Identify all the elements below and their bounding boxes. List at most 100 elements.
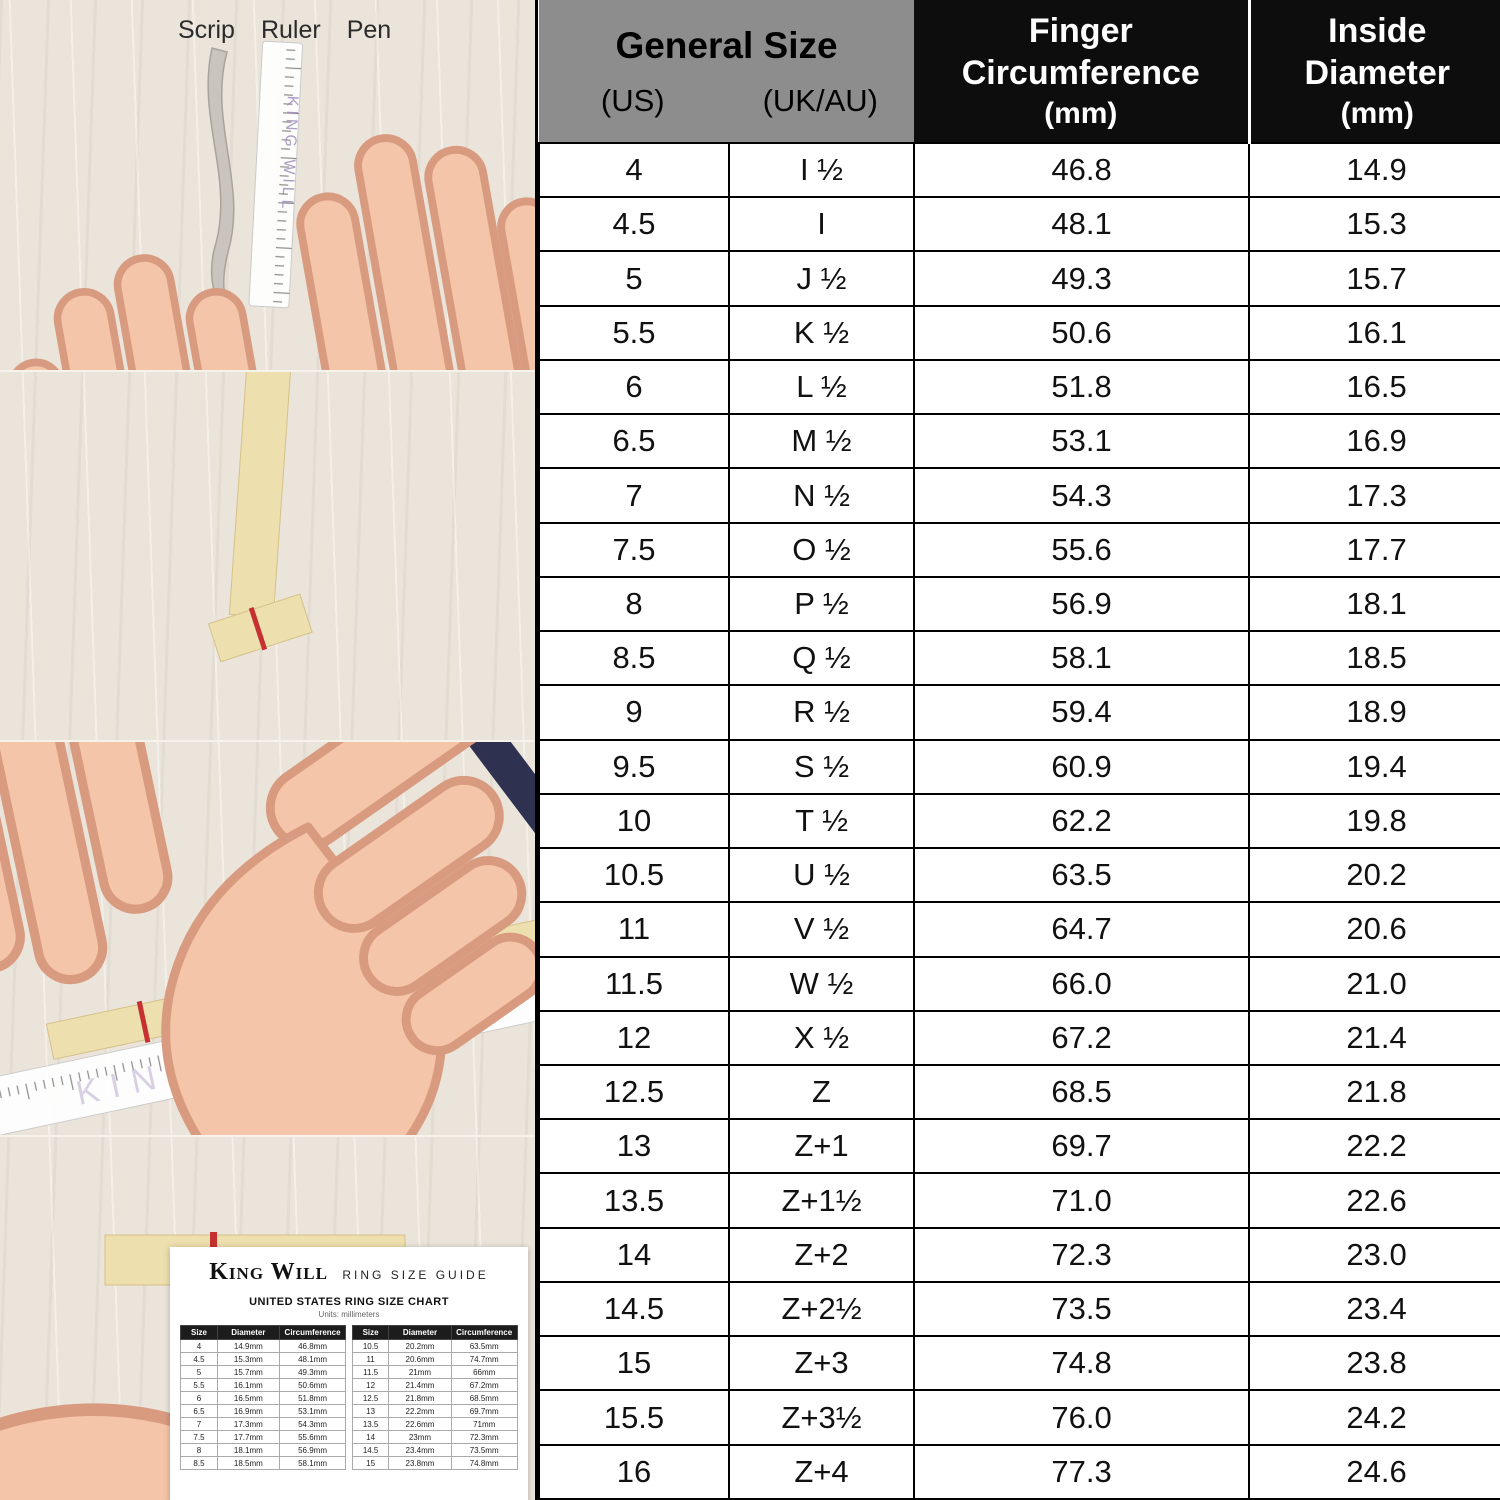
table-row: 13.5 22.6mm 71mm — [351, 1417, 518, 1431]
mini-diameter-cell: 23.4mm — [388, 1443, 452, 1457]
mini-circumference-cell: 74.7mm — [450, 1352, 518, 1366]
inside-diameter-cell: 18.9 — [1248, 684, 1500, 741]
mini-circumference-cell: 56.9mm — [279, 1443, 346, 1457]
mini-size-cell: 15 — [351, 1456, 390, 1470]
finger-circumference-cell: 56.9 — [913, 575, 1251, 633]
us-size-cell: 6.5 — [538, 413, 730, 470]
mini-size-cell: 6 — [180, 1391, 218, 1405]
finger-circumference-cell: 54.3 — [913, 467, 1251, 524]
us-size-cell: 6 — [538, 358, 730, 416]
inside-diameter-cell: 24.2 — [1248, 1389, 1500, 1446]
wrap-illustration — [0, 372, 535, 663]
mini-table-left: Size Diameter Circumference 4 14.9mm 46.8m… — [180, 1325, 346, 1470]
inside-diameter-cell: 19.4 — [1248, 738, 1500, 795]
mini-diameter-cell: 20.6mm — [388, 1352, 452, 1366]
ruler-icon: KING WILL — [248, 40, 304, 309]
mini-size-cell: 5 — [180, 1365, 218, 1379]
us-size-cell: 16 — [538, 1443, 730, 1500]
table-row: 14 23mm 72.3mm — [351, 1430, 518, 1444]
uk-au-size-cell: Z+1 — [727, 1118, 916, 1175]
pen-label: Pen — [346, 16, 392, 44]
circumference-unit: (mm) — [1044, 96, 1118, 130]
mini-size-cell: 4 — [180, 1339, 218, 1353]
mini-circumference-cell: 54.3mm — [279, 1417, 346, 1431]
us-size-cell: 11 — [538, 901, 730, 958]
table-row: 14.5 Z+2½ 73.5 23.4 — [538, 1280, 1500, 1338]
inside-diameter-cell: 18.1 — [1248, 575, 1500, 633]
mini-diameter-cell: 18.1mm — [216, 1443, 281, 1457]
uk-au-size-cell: O ½ — [727, 521, 916, 578]
inside-diameter-cell: 14.9 — [1248, 141, 1500, 199]
uk-au-size-cell: K ½ — [727, 304, 916, 361]
table-row: 12.5 Z 68.5 21.8 — [538, 1063, 1500, 1121]
size-chart: General Size (US) (UK/AU) Finger Circumf… — [535, 0, 1500, 1500]
mini-diameter-cell: 17.3mm — [216, 1417, 281, 1431]
table-row: 15.5 Z+3½ 76.0 24.2 — [538, 1389, 1500, 1446]
mini-circumference-cell: 58.1mm — [279, 1456, 346, 1470]
inside-diameter-cell: 23.0 — [1248, 1226, 1500, 1283]
uk-au-size-cell: J ½ — [727, 250, 916, 307]
us-size-cell: 9.5 — [538, 738, 730, 795]
finger-circumference-cell: 76.0 — [913, 1389, 1251, 1446]
tool-labels: Scrip Ruler Pen — [178, 16, 391, 45]
uk-au-size-header: (UK/AU) — [762, 83, 878, 118]
guide-title: RING SIZE GUIDE — [342, 1268, 489, 1282]
mini-diameter-header: Diameter — [388, 1325, 452, 1340]
mini-size-cell: 13.5 — [351, 1417, 390, 1431]
mini-circumference-cell: 51.8mm — [279, 1391, 346, 1405]
uk-au-size-cell: Z+3 — [727, 1335, 916, 1392]
us-size-cell: 12.5 — [538, 1063, 730, 1121]
uk-au-size-cell: I ½ — [727, 141, 916, 199]
mini-size-cell: 12.5 — [351, 1391, 390, 1405]
finger-circumference-cell: 49.3 — [913, 250, 1251, 307]
table-row: 5.5 16.1mm 50.6mm — [180, 1378, 346, 1392]
table-row: 8.5 18.5mm 58.1mm — [180, 1456, 346, 1470]
table-row: 11 20.6mm 74.7mm — [351, 1352, 518, 1366]
finger-circumference-cell: 68.5 — [913, 1063, 1251, 1121]
table-row: 11.5 W ½ 66.0 21.0 — [538, 955, 1500, 1012]
finger-circumference-cell: 77.3 — [913, 1443, 1251, 1500]
mini-diameter-cell: 22.6mm — [388, 1417, 452, 1431]
mini-size-cell: 11 — [351, 1352, 390, 1366]
mini-diameter-cell: 21.8mm — [388, 1391, 452, 1405]
finger-circumference-cell: 74.8 — [913, 1335, 1251, 1392]
mini-size-cell: 10.5 — [351, 1339, 390, 1353]
mini-diameter-cell: 21.4mm — [388, 1378, 452, 1392]
us-size-cell: 13 — [538, 1118, 730, 1175]
uk-au-size-cell: T ½ — [727, 792, 916, 850]
inside-diameter-cell: 22.6 — [1248, 1172, 1500, 1229]
inside-diameter-cell: 16.5 — [1248, 358, 1500, 416]
table-row: 12.5 21.8mm 68.5mm — [351, 1391, 518, 1405]
table-row: 12 X ½ 67.2 21.4 — [538, 1009, 1500, 1066]
uk-au-size-cell: Z+4 — [727, 1443, 916, 1500]
mini-diameter-cell: 16.9mm — [216, 1404, 281, 1418]
finger-circumference-cell: 53.1 — [913, 413, 1251, 470]
sub-header-row: (US) (UK/AU) — [539, 83, 914, 119]
us-size-cell: 13.5 — [538, 1172, 730, 1229]
uk-au-size-cell: R ½ — [727, 684, 916, 741]
mini-diameter-cell: 16.1mm — [216, 1378, 281, 1392]
finger-circumference-cell: 60.9 — [913, 738, 1251, 795]
finger-circumference-cell: 51.8 — [913, 358, 1251, 416]
mini-table-right: Size Diameter Circumference 10.5 20.2mm 63… — [351, 1325, 518, 1470]
mini-circumference-cell: 55.6mm — [279, 1430, 346, 1444]
finger-circumference-header: Finger Circumference (mm) — [914, 0, 1250, 144]
table-row: 6.5 16.9mm 53.1mm — [180, 1404, 346, 1418]
finger-circumference-cell: 50.6 — [913, 304, 1251, 361]
uk-au-size-cell: Q ½ — [727, 630, 916, 687]
inside-diameter-cell: 20.6 — [1248, 901, 1500, 958]
mini-circumference-cell: 74.8mm — [450, 1456, 518, 1470]
uk-au-size-cell: Z+1½ — [727, 1172, 916, 1229]
mark-illustration: KING WILL 69mm KING WILL — [0, 742, 535, 1135]
table-row: 12 21.4mm 67.2mm — [351, 1378, 518, 1392]
mini-circumference-cell: 46.8mm — [279, 1339, 346, 1353]
mini-size-cell: 7 — [180, 1417, 218, 1431]
mini-size-cell: 13 — [351, 1404, 390, 1418]
uk-au-size-cell: I — [727, 196, 916, 253]
finger-circumference-cell: 73.5 — [913, 1280, 1251, 1338]
mini-diameter-cell: 23mm — [388, 1430, 452, 1444]
table-row: 14 Z+2 72.3 23.0 — [538, 1226, 1500, 1283]
